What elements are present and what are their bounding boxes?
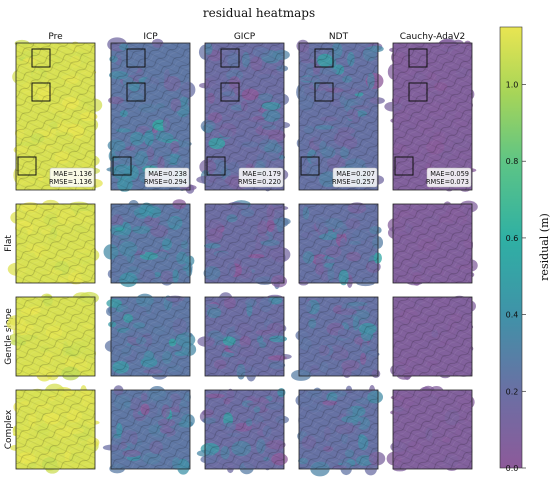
region-box — [31, 48, 51, 68]
column-header-cauchy-adav2: Cauchy-AdaV2 — [400, 32, 465, 42]
colorbar-tick-label: 0.4 — [506, 311, 519, 320]
zoom-panel-pre-flat — [7, 199, 100, 285]
region-box — [314, 82, 334, 102]
row-label-gentle-slope: Gentle slope — [4, 308, 14, 365]
zoom-panel-pre-complex — [10, 383, 100, 474]
colorbar-tick-label: 0.8 — [506, 157, 519, 166]
chart-title: residual heatmaps — [203, 6, 315, 20]
rmse-label: RMSE=0.220 — [238, 178, 281, 186]
colorbar-tick-label: 0.0 — [506, 464, 519, 473]
rmse-label: RMSE=0.294 — [144, 178, 187, 186]
region-box — [408, 48, 428, 68]
region-box — [300, 156, 320, 176]
region-box — [126, 48, 146, 68]
colorbar-scale — [499, 26, 523, 469]
rmse-label: RMSE=0.257 — [332, 178, 375, 186]
metric-label-box — [49, 167, 95, 188]
colorbar: 0.0 0.2 0.4 0.6 0.8 1.0 residual (m) — [499, 26, 550, 473]
column-header-pre: Pre — [48, 32, 63, 42]
region-box — [408, 82, 428, 102]
metric-label-box — [426, 167, 472, 188]
colorbar-label: residual (m) — [538, 213, 550, 281]
column-header-icp: ICP — [143, 32, 158, 42]
zoom-panel-cauchy-adav2-gentle-slope — [390, 295, 476, 381]
zoom-panel-icp-flat — [103, 199, 195, 288]
zoom-panel-ndt-complex — [295, 385, 386, 477]
zoom-panel-pre-gentle-slope — [6, 291, 99, 382]
colorbar-tick-label: 0.6 — [506, 234, 519, 243]
mae-label: MAE=0.059 — [430, 170, 469, 178]
zoom-panel-gicp-flat — [203, 200, 291, 290]
mae-label: MAE=0.238 — [148, 170, 187, 178]
mae-label: MAE=1.136 — [53, 170, 92, 178]
zoom-panel-ndt-flat — [298, 202, 384, 288]
region-box — [220, 48, 240, 68]
metric-label-box — [144, 167, 190, 188]
metric-label-box — [238, 167, 284, 188]
zoom-panel-gicp-complex — [196, 387, 289, 475]
mae-label: MAE=0.179 — [242, 170, 281, 178]
zoom-panel-cauchy-adav2-flat — [387, 200, 478, 286]
rmse-label: RMSE=1.136 — [49, 178, 92, 186]
metric-label-box — [332, 167, 378, 188]
zoom-panel-icp-gentle-slope — [104, 293, 197, 380]
region-box — [31, 82, 51, 102]
region-box — [394, 156, 414, 176]
colorbar-tick-label: 1.0 — [506, 81, 519, 90]
zoom-panel-ndt-gentle-slope — [291, 296, 381, 381]
row-label-flat: Flat — [4, 235, 14, 252]
region-box — [206, 156, 226, 176]
rmse-label: RMSE=0.073 — [426, 178, 469, 186]
region-box — [17, 156, 37, 176]
column-header-gicp: GICP — [234, 32, 256, 42]
zoom-panel-gicp-gentle-slope — [197, 292, 292, 382]
region-box — [112, 156, 132, 176]
region-box — [314, 48, 334, 68]
mae-label: MAE=0.207 — [336, 170, 375, 178]
colorbar-tick-label: 0.2 — [506, 387, 519, 396]
region-box — [220, 82, 240, 102]
zoom-panel-cauchy-adav2-complex — [386, 385, 475, 472]
zoom-panel-icp-complex — [102, 385, 195, 475]
region-box — [126, 82, 146, 102]
column-header-ndt: NDT — [329, 32, 349, 42]
row-label-complex: Complex — [4, 409, 14, 449]
